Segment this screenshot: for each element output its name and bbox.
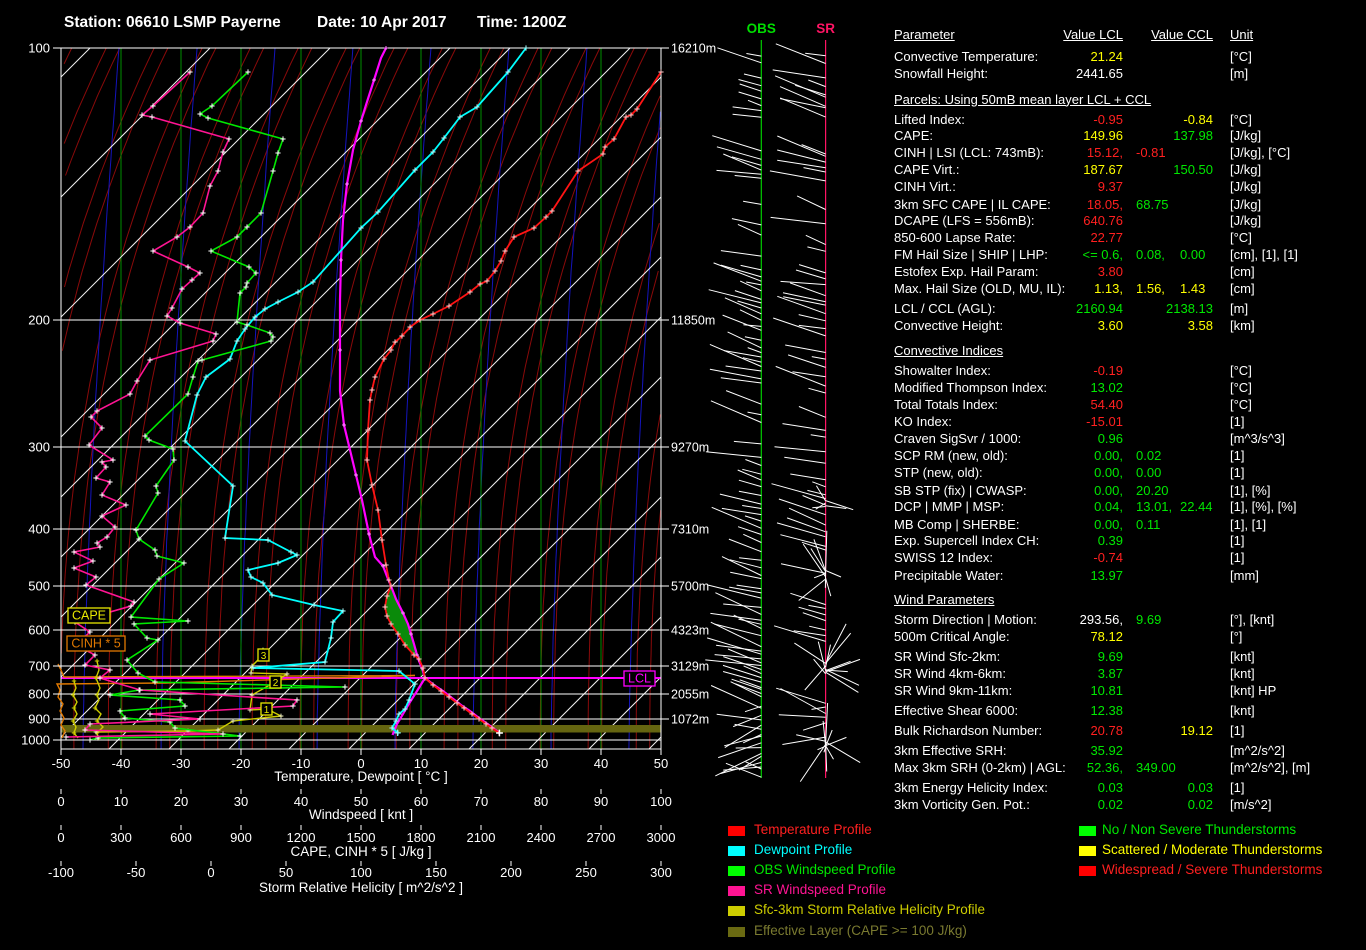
svg-text:2100: 2100 [467,830,496,845]
svg-text:10: 10 [114,794,128,809]
svg-text:Temperature, Dewpoint [ °C ]: Temperature, Dewpoint [ °C ] [274,769,447,784]
svg-text:80: 80 [534,794,548,809]
svg-text:-20: -20 [232,756,251,771]
svg-text:600: 600 [170,830,192,845]
svg-text:20: 20 [174,794,188,809]
svg-text:50: 50 [354,794,368,809]
svg-text:5700m: 5700m [671,580,709,594]
svg-text:0: 0 [57,794,64,809]
svg-text:700: 700 [28,659,50,674]
svg-text:2400: 2400 [527,830,556,845]
svg-text:60: 60 [414,794,428,809]
svg-text:16210m: 16210m [671,42,716,56]
svg-text:Windspeed [ knt ]: Windspeed [ knt ] [309,807,413,822]
svg-text:800: 800 [28,687,50,702]
svg-text:200: 200 [28,313,50,328]
svg-text:2: 2 [273,678,279,689]
svg-text:2700: 2700 [587,830,616,845]
svg-text:100: 100 [350,865,372,880]
svg-text:200: 200 [500,865,522,880]
svg-text:3129m: 3129m [671,660,709,674]
svg-text:40: 40 [594,756,608,771]
svg-text:300: 300 [650,865,672,880]
svg-text:250: 250 [575,865,597,880]
svg-text:900: 900 [230,830,252,845]
svg-text:300: 300 [28,440,50,455]
svg-text:1500: 1500 [347,830,376,845]
svg-text:1072m: 1072m [671,713,709,727]
svg-text:4323m: 4323m [671,624,709,638]
svg-text:40: 40 [294,794,308,809]
svg-text:900: 900 [28,712,50,727]
svg-text:300: 300 [110,830,132,845]
svg-text:0: 0 [57,830,64,845]
svg-text:20: 20 [474,756,488,771]
svg-text:-30: -30 [172,756,191,771]
svg-text:-10: -10 [292,756,311,771]
svg-text:1800: 1800 [407,830,436,845]
svg-text:500: 500 [28,579,50,594]
svg-text:LCL: LCL [628,672,651,686]
svg-text:-40: -40 [112,756,131,771]
svg-text:CAPE, CINH * 5 [ J/kg ]: CAPE, CINH * 5 [ J/kg ] [290,844,431,859]
svg-text:1200: 1200 [287,830,316,845]
svg-text:70: 70 [474,794,488,809]
svg-text:7310m: 7310m [671,523,709,537]
svg-text:CINH * 5: CINH * 5 [71,637,120,651]
svg-text:9270m: 9270m [671,441,709,455]
svg-text:50: 50 [279,865,293,880]
svg-text:3: 3 [261,651,267,662]
svg-text:11850m: 11850m [671,314,715,328]
svg-text:600: 600 [28,623,50,638]
svg-text:-50: -50 [52,756,71,771]
svg-text:1: 1 [264,705,270,716]
svg-text:10: 10 [414,756,428,771]
svg-text:2055m: 2055m [671,688,709,702]
svg-text:3000: 3000 [647,830,676,845]
svg-text:100: 100 [28,41,50,56]
svg-text:SR: SR [816,21,835,36]
svg-text:50: 50 [654,756,668,771]
svg-text:30: 30 [534,756,548,771]
svg-text:CAPE: CAPE [72,609,106,623]
svg-text:0: 0 [207,865,214,880]
svg-text:0: 0 [357,756,364,771]
svg-text:150: 150 [425,865,447,880]
svg-text:1000: 1000 [21,733,50,748]
svg-text:OBS: OBS [747,21,776,36]
svg-text:100: 100 [650,794,672,809]
svg-text:-50: -50 [127,865,146,880]
svg-text:30: 30 [234,794,248,809]
svg-text:-100: -100 [48,865,74,880]
svg-text:Storm Relative Helicity [ m^2: Storm Relative Helicity [ m^2/s^2 ] [259,880,463,895]
svg-text:90: 90 [594,794,608,809]
svg-text:400: 400 [28,522,50,537]
